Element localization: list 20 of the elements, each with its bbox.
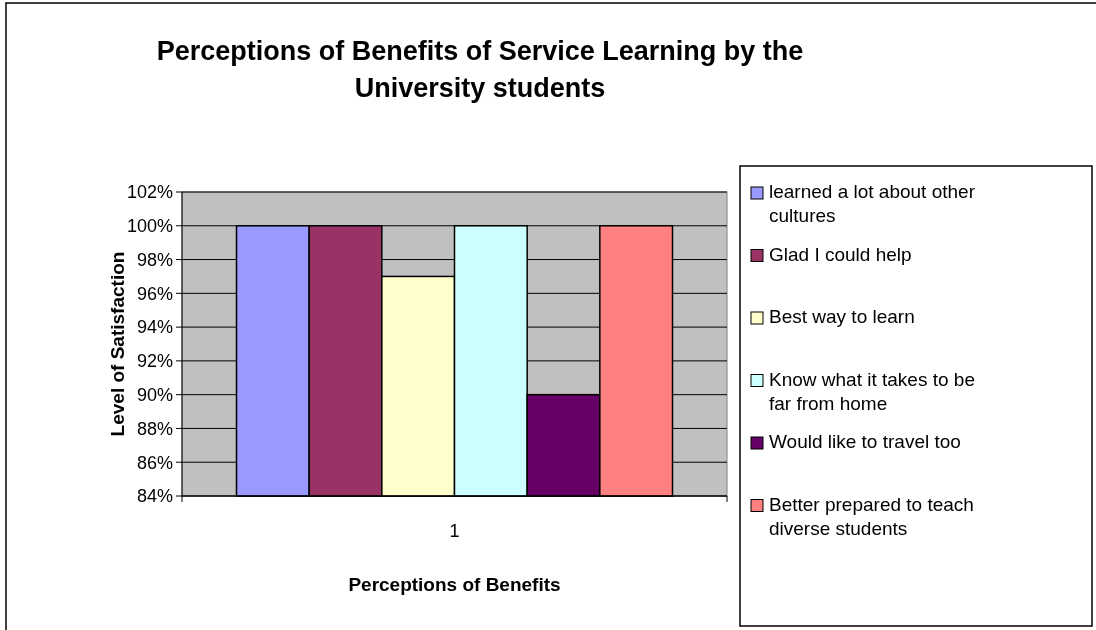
y-tick-label: 90%: [136, 384, 173, 405]
y-tick-label: 102%: [126, 182, 173, 203]
y-tick-label: 88%: [136, 418, 173, 439]
x-axis-title: Perceptions of Benefits: [348, 574, 561, 595]
legend-label: Glad I could help: [769, 243, 912, 265]
legend-label: Best way to learn: [769, 306, 915, 327]
legend-label: learned a lot about other cultures: [769, 181, 976, 226]
y-tick-label: 98%: [136, 249, 173, 270]
x-tick-label: 1: [449, 521, 460, 541]
y-tick-label: 84%: [136, 486, 173, 507]
legend-label: Would like to travel too: [769, 431, 961, 452]
chart-title: Perceptions of Benefits of Service Learning by the University students: [156, 36, 804, 103]
legend-label: Know what it takes to be far from home: [769, 368, 975, 414]
y-tick-label: 96%: [136, 283, 173, 304]
legend-label: Better prepared to teach diverse students: [769, 493, 974, 539]
y-tick-label: 92%: [136, 351, 173, 372]
y-tick-label: 100%: [126, 216, 173, 237]
y-axis-title: Level of Satisfaction: [107, 251, 128, 437]
y-tick-label: 86%: [136, 452, 173, 473]
y-tick-label: 94%: [136, 317, 173, 338]
